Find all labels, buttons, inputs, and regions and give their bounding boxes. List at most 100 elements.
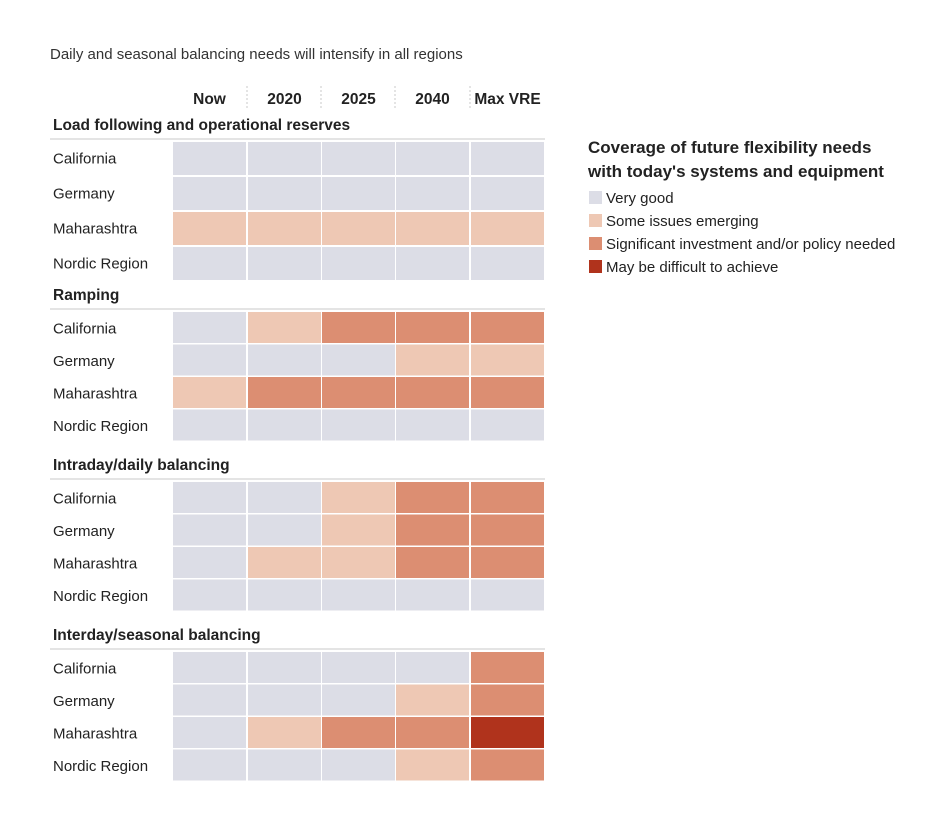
heatmap-cell	[471, 377, 544, 408]
row-label: Maharashtra	[53, 221, 138, 238]
heatmap-cell	[396, 312, 469, 343]
heatmap-cell	[396, 247, 469, 280]
heatmap-cell	[396, 482, 469, 513]
heatmap-cell	[396, 409, 469, 441]
heatmap-cell	[396, 377, 469, 408]
heatmap-cell	[396, 212, 469, 245]
heatmap-cell	[322, 652, 395, 683]
heatmap-cell	[471, 684, 544, 716]
heatmap-cell	[396, 749, 469, 781]
heatmap-cell	[248, 247, 321, 280]
heatmap-cell	[173, 212, 246, 245]
column-header: 2025	[341, 91, 376, 108]
heatmap-cell	[322, 717, 395, 748]
legend-label: Very good	[606, 190, 674, 207]
heatmap-cell	[471, 514, 544, 546]
heatmap-cell	[396, 177, 469, 210]
row-label: Germany	[53, 693, 115, 710]
heatmap-cell	[173, 717, 246, 748]
heatmap-cell	[248, 409, 321, 441]
heatmap-cell	[471, 717, 544, 748]
heatmap-cell	[471, 344, 544, 376]
heatmap-cell	[322, 312, 395, 343]
heatmap-cell	[173, 409, 246, 441]
row-label: California	[53, 151, 117, 168]
heatmap-cell	[248, 177, 321, 210]
legend-label: Some issues emerging	[606, 213, 759, 230]
heatmap-cell	[173, 482, 246, 513]
heatmap-cell	[396, 579, 469, 611]
heatmap-cell	[471, 142, 544, 175]
heatmap-cell	[173, 312, 246, 343]
legend-label: Significant investment and/or policy nee…	[606, 236, 895, 253]
legend-swatch	[589, 260, 602, 273]
heatmap-cell	[471, 312, 544, 343]
heatmap-cell	[173, 377, 246, 408]
heatmap-cell	[322, 247, 395, 280]
legend-title-line-2: with today's systems and equipment	[587, 162, 884, 181]
row-label: Maharashtra	[53, 726, 138, 743]
heatmap-cell	[248, 212, 321, 245]
section-title: Load following and operational reserves	[53, 117, 350, 134]
row-label: Germany	[53, 186, 115, 203]
heatmap-cell	[248, 579, 321, 611]
column-header: 2020	[267, 91, 301, 108]
heatmap-cell	[396, 344, 469, 376]
heatmap-cell	[396, 142, 469, 175]
heatmap-cell	[322, 377, 395, 408]
heatmap-cell	[248, 482, 321, 513]
heatmap-cell	[173, 247, 246, 280]
heatmap-cell	[471, 749, 544, 781]
heatmap-cell	[396, 514, 469, 546]
heatmap-cell	[248, 749, 321, 781]
heatmap-cell	[173, 177, 246, 210]
heatmap-cell	[248, 547, 321, 578]
heatmap-cell	[322, 344, 395, 376]
column-header: 2040	[415, 91, 449, 108]
heatmap-cell	[322, 212, 395, 245]
heatmap-cell	[471, 482, 544, 513]
heatmap-cell	[322, 177, 395, 210]
heatmap-grid: Now 2020 2025 2040 Max VRE Load following and…	[50, 86, 545, 781]
row-label: Nordic Region	[53, 758, 148, 775]
heatmap-cell	[173, 514, 246, 546]
row-label: Maharashtra	[53, 386, 138, 403]
chart-subtitle: Daily and seasonal balancing needs will …	[50, 46, 463, 63]
row-label: Germany	[53, 353, 115, 370]
heatmap-cell	[322, 749, 395, 781]
heatmap-cell	[471, 247, 544, 280]
heatmap-cell	[173, 684, 246, 716]
row-label: Nordic Region	[53, 588, 148, 605]
row-label: Maharashtra	[53, 556, 138, 573]
row-label: Germany	[53, 523, 115, 540]
legend-swatch	[589, 237, 602, 250]
heatmap-cell	[248, 142, 321, 175]
heatmap-cell	[173, 547, 246, 578]
heatmap-cell	[173, 652, 246, 683]
row-label: Nordic Region	[53, 418, 148, 435]
heatmap-cell	[471, 212, 544, 245]
heatmap-cell	[248, 514, 321, 546]
section-title: Ramping	[53, 287, 119, 304]
heatmap-cell	[322, 514, 395, 546]
heatmap-cell	[396, 652, 469, 683]
heatmap-cell	[322, 547, 395, 578]
legend-swatch	[589, 191, 602, 204]
heatmap-cell	[322, 579, 395, 611]
heatmap-cell	[248, 344, 321, 376]
heatmap-cell	[471, 177, 544, 210]
section-title: Intraday/daily balancing	[53, 457, 230, 474]
column-header: Max VRE	[474, 91, 540, 108]
legend: Coverage of future flexibility needs wit…	[587, 138, 895, 276]
heatmap-cell	[248, 652, 321, 683]
heatmap-cell	[173, 749, 246, 781]
heatmap-cell	[396, 684, 469, 716]
heatmap-cell	[248, 377, 321, 408]
heatmap-cell	[248, 312, 321, 343]
heatmap-cell	[322, 684, 395, 716]
section-title: Interday/seasonal balancing	[53, 627, 261, 644]
row-label: California	[53, 661, 117, 678]
row-label: Nordic Region	[53, 256, 148, 273]
row-label: California	[53, 491, 117, 508]
heatmap-cell	[173, 579, 246, 611]
